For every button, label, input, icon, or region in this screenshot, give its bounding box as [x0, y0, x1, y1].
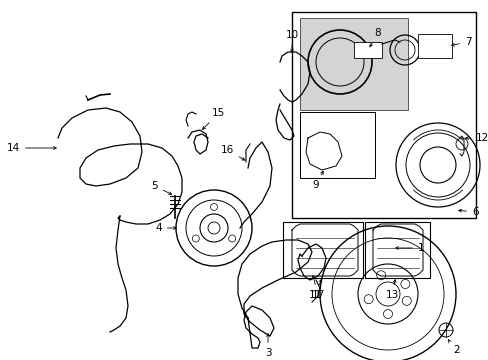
Bar: [299, 18, 407, 110]
Bar: [417, 34, 451, 58]
Bar: [283, 222, 362, 278]
Text: 13: 13: [385, 280, 398, 300]
Text: 14: 14: [7, 143, 56, 153]
Text: 3: 3: [264, 334, 271, 358]
Text: 1: 1: [395, 243, 424, 253]
Bar: [291, 12, 475, 218]
Text: 2: 2: [447, 340, 459, 355]
Text: 9: 9: [312, 171, 323, 190]
Text: 7: 7: [451, 37, 470, 47]
Text: 10: 10: [285, 30, 298, 52]
Text: 6: 6: [458, 207, 478, 217]
Text: 4: 4: [155, 223, 176, 233]
Bar: [353, 42, 381, 58]
Bar: [299, 112, 374, 178]
Text: 16: 16: [220, 145, 244, 160]
Text: 5: 5: [151, 181, 171, 194]
Text: 17: 17: [311, 276, 324, 300]
Text: 12: 12: [465, 133, 488, 143]
Bar: [364, 222, 429, 278]
Text: 15: 15: [202, 108, 225, 129]
Text: 8: 8: [369, 28, 381, 47]
Text: 11: 11: [308, 279, 321, 300]
